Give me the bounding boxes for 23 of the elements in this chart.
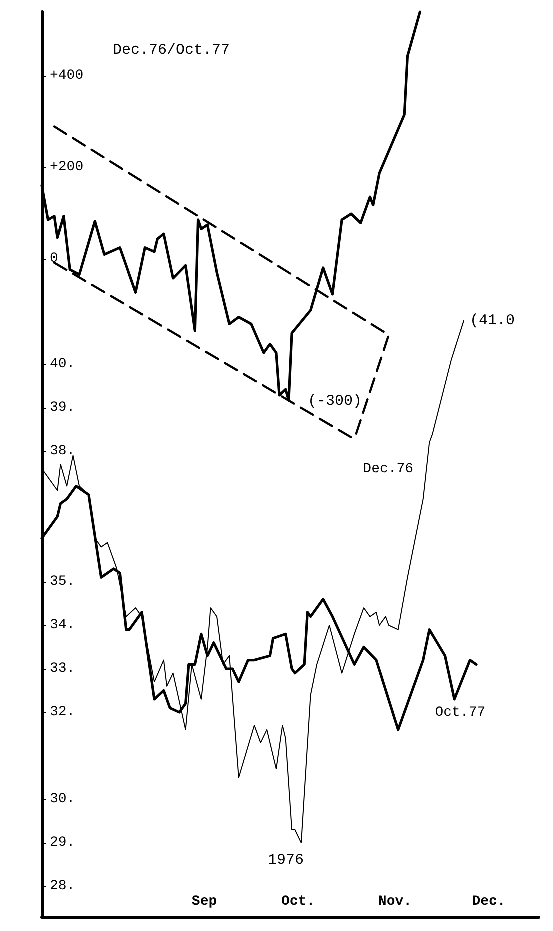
y2-tick-label: +400 bbox=[50, 68, 84, 84]
x-tick-label: Dec. bbox=[472, 894, 506, 910]
y-tick-label: 35. bbox=[50, 574, 76, 590]
text: Dec.76/Oct.77 bbox=[113, 42, 230, 59]
x-tick-label: Oct. bbox=[282, 894, 316, 910]
y2-tick-label: 0 bbox=[50, 250, 58, 267]
y-tick-label: 32. bbox=[50, 704, 76, 721]
y2-tick-label: +200 bbox=[50, 159, 84, 176]
x-tick-label: Nov. bbox=[378, 894, 412, 910]
y-tick-label: 34. bbox=[50, 617, 76, 634]
y-tick-label: 39. bbox=[50, 400, 76, 416]
y-tick-label: 30. bbox=[50, 792, 76, 808]
y-tick-label: 38. bbox=[50, 443, 76, 460]
y-tick-label: 29. bbox=[50, 835, 76, 852]
y-tick-label: 33. bbox=[50, 660, 76, 677]
annotation: (41.0 bbox=[470, 312, 515, 330]
annotation: (-300) bbox=[308, 393, 362, 410]
series-label: Dec.76 bbox=[363, 462, 414, 478]
series-label: Oct.77 bbox=[435, 704, 486, 721]
annotation: 1976 bbox=[268, 852, 304, 869]
x-tick-label: Sep bbox=[192, 894, 218, 910]
y-tick-label: 28. bbox=[50, 878, 76, 895]
y-tick-label: 40. bbox=[50, 356, 76, 372]
